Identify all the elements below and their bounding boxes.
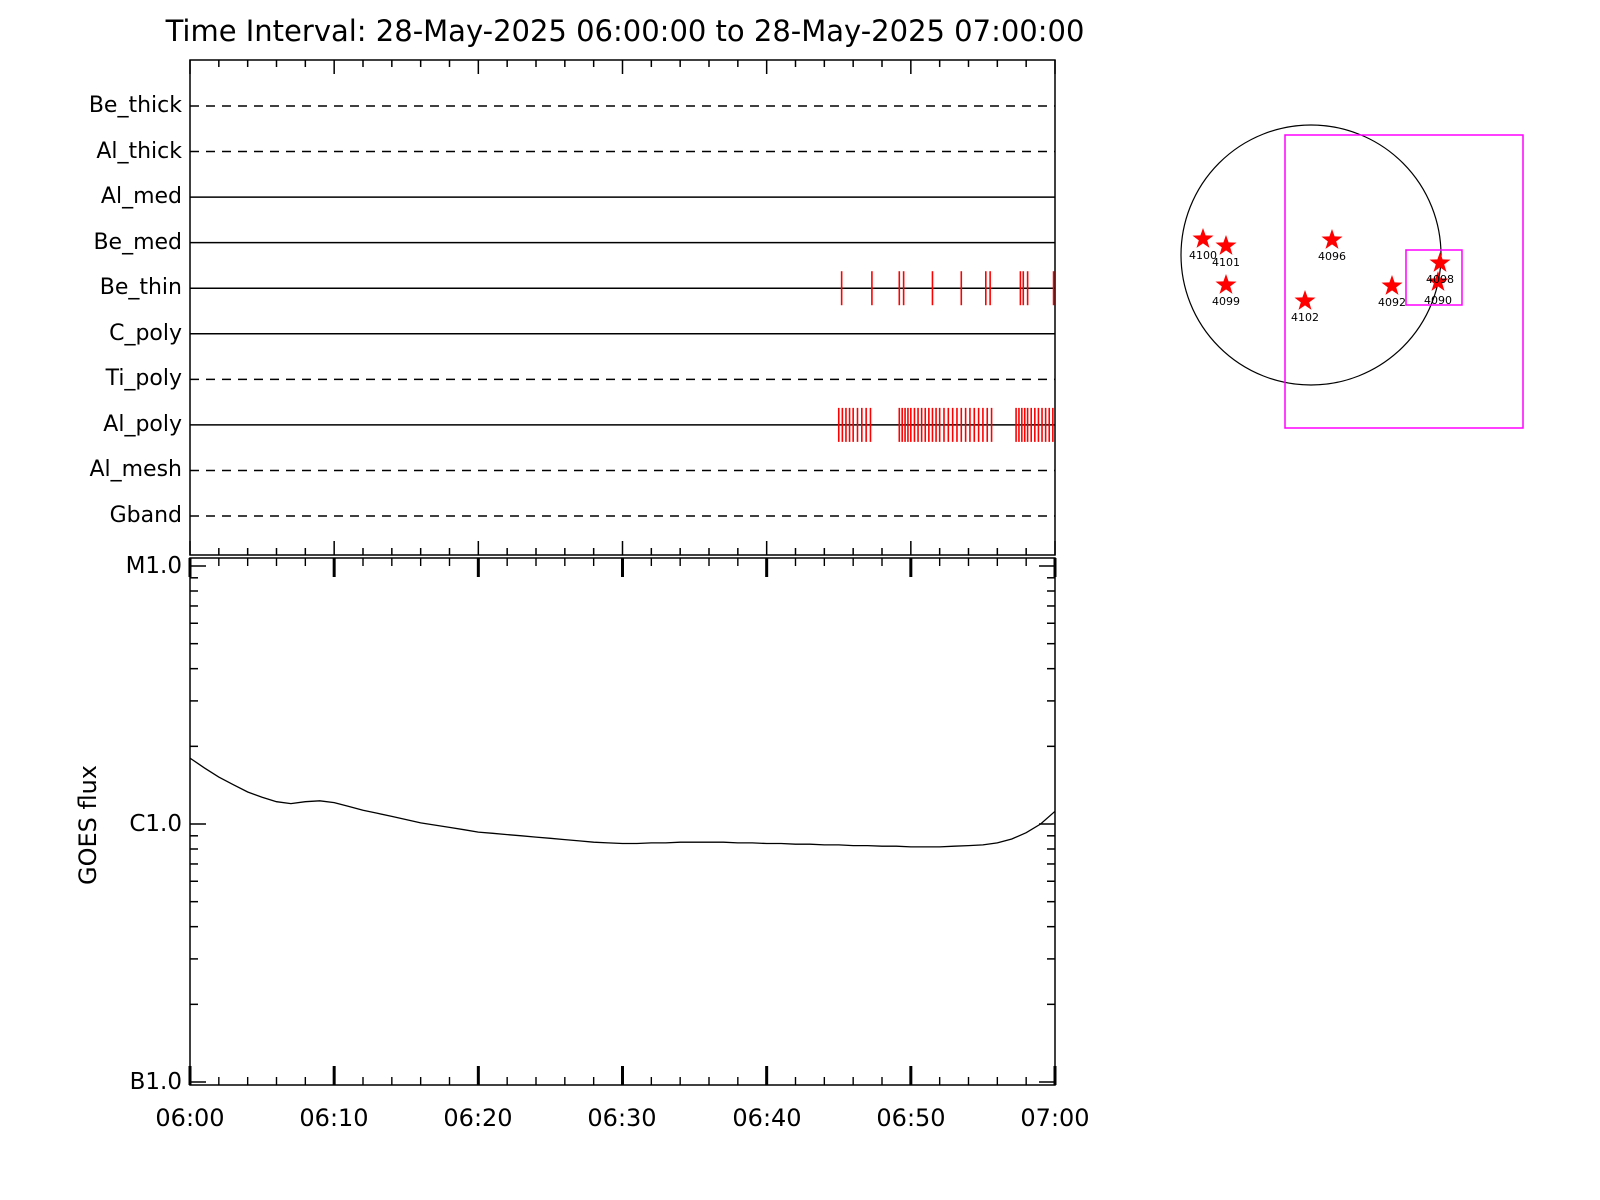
- active-region-star-4100: [1192, 228, 1214, 248]
- goes-ytick-c1: C1.0: [129, 811, 182, 837]
- time-label-0640: 06:40: [732, 1104, 802, 1132]
- time-label-0600: 06:00: [155, 1104, 225, 1132]
- filter-label-al-mesh: Al_mesh: [89, 457, 182, 482]
- time-label-0700: 07:00: [1020, 1104, 1090, 1132]
- fov-rect-small: [1405, 249, 1463, 306]
- filter-label-c-poly: C_poly: [109, 321, 182, 346]
- timeline-panel: [189, 59, 1056, 556]
- active-region-star-4102: [1294, 290, 1316, 310]
- goes-flux-curve: [189, 757, 1056, 848]
- time-label-0610: 06:10: [299, 1104, 369, 1132]
- active-region-label-4096: 4096: [1318, 250, 1346, 263]
- time-label-0620: 06:20: [443, 1104, 513, 1132]
- time-label-0650: 06:50: [876, 1104, 946, 1132]
- active-region-label-4099: 4099: [1212, 295, 1240, 308]
- active-region-label-4090: 4090: [1424, 294, 1452, 307]
- filter-label-al-thick: Al_thick: [96, 139, 182, 164]
- active-region-label-4101: 4101: [1212, 256, 1240, 269]
- active-region-label-4102: 4102: [1291, 311, 1319, 324]
- active-region-label-4100: 4100: [1189, 249, 1217, 262]
- filter-label-ti-poly: Ti_poly: [105, 366, 182, 391]
- active-region-star-4096: [1321, 229, 1343, 249]
- active-region-label-4098: 4098: [1426, 273, 1454, 286]
- goes-ytick-m1: M1.0: [125, 553, 182, 579]
- timeline-exposure-events: [837, 271, 1055, 442]
- active-region-star-4099: [1215, 274, 1237, 294]
- active-region-star-4098: [1429, 252, 1451, 272]
- filter-label-be-thin: Be_thin: [99, 275, 182, 300]
- filter-label-gband: Gband: [109, 503, 182, 528]
- goes-axis-title: GOES flux: [74, 764, 102, 886]
- active-region-star-4092: [1381, 275, 1403, 295]
- goes-ytick-b1: B1.0: [129, 1069, 182, 1095]
- plot-title: Time Interval: 28-May-2025 06:00:00 to 2…: [165, 14, 1085, 48]
- filter-label-be-med: Be_med: [93, 230, 182, 255]
- filter-label-al-poly: Al_poly: [103, 412, 182, 437]
- active-region-star-4090: [1427, 271, 1449, 291]
- fov-rect-large: [1284, 134, 1524, 429]
- goes-frame: [189, 557, 1056, 1086]
- active-region-star-4101: [1215, 235, 1237, 255]
- goes-panel: [188, 557, 1057, 1086]
- solar-map: [1180, 124, 1524, 429]
- active-region-label-4092: 4092: [1378, 296, 1406, 309]
- timeline-frame: [189, 59, 1056, 556]
- filter-label-al-med: Al_med: [100, 184, 182, 209]
- filter-label-be-thick: Be_thick: [88, 93, 182, 118]
- time-label-0630: 06:30: [587, 1104, 657, 1132]
